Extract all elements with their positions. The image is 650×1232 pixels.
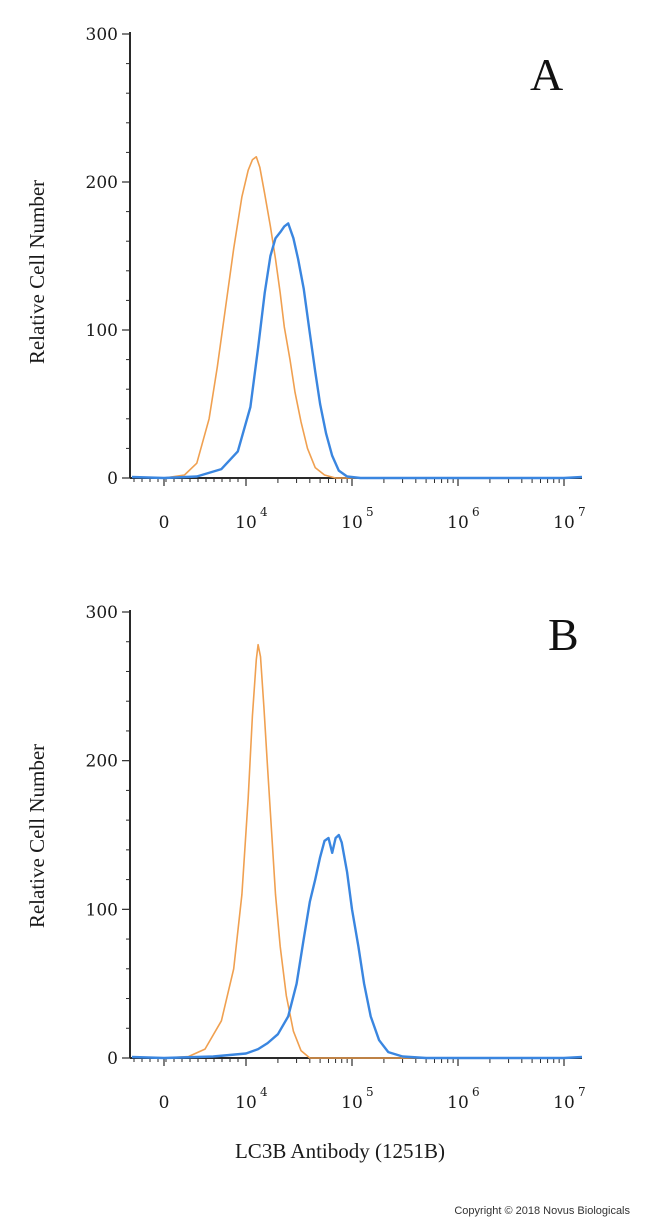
panel-a-y-tick-label: 200 (86, 173, 118, 193)
panel-a-y-tick-label: 300 (86, 25, 118, 45)
panel-b-x-tick-label: 10 (553, 1093, 575, 1113)
panel-b-y-tick-label: 0 (107, 1049, 118, 1069)
panel-b-y-tick-label: 300 (86, 603, 118, 623)
copyright-text: Copyright © 2018 Novus Biologicals (454, 1205, 630, 1217)
panel-a-x-tick-exponent: 4 (260, 505, 268, 519)
panel-b-x-tick-exponent: 4 (260, 1085, 268, 1099)
panel-a-x-tick-label: 10 (341, 513, 363, 533)
panel-a-x-tick-exponent: 7 (578, 505, 586, 519)
panel-a-x-tick-label: 10 (235, 513, 257, 533)
panel-a-x-tick-exponent: 5 (366, 505, 374, 519)
panel-a-x-tick-label: 10 (553, 513, 575, 533)
panel-b-x-tick-exponent: 5 (366, 1085, 374, 1099)
panel-b-x-tick-exponent: 6 (472, 1085, 480, 1099)
panel-b-ylabel: Relative Cell Number (25, 744, 49, 928)
panel-b-x-tick-label: 10 (235, 1093, 257, 1113)
panel-a-ylabel: Relative Cell Number (25, 180, 49, 364)
panel-b-y-tick-label: 100 (86, 900, 118, 920)
panel-a-letter: A (530, 49, 563, 100)
panel-b-xlabel: LC3B Antibody (1251B) (235, 1139, 445, 1163)
panel-a-x-tick-exponent: 6 (472, 505, 480, 519)
panel-a-series-orange-line (131, 156, 583, 479)
panel-a-series-blue-line (131, 222, 583, 480)
panel-a-y-tick-label: 100 (86, 321, 118, 341)
panel-b-y-tick-label: 200 (86, 752, 118, 772)
panel-b-x-tick-label: 10 (341, 1093, 363, 1113)
panel-b-x-tick-label: 10 (447, 1093, 469, 1113)
panel-b-letter: B (548, 609, 579, 660)
panel-a-y-tick-label: 0 (107, 469, 118, 489)
panel-b-x-tick-exponent: 7 (578, 1085, 586, 1099)
panel-b-series-orange-line (131, 643, 583, 1059)
panel-b-series-blue-line (131, 833, 583, 1060)
panel-a-x-tick-label: 0 (159, 513, 170, 533)
panel-a-x-tick-label: 10 (447, 513, 469, 533)
panel-b-x-tick-label: 0 (159, 1093, 170, 1113)
